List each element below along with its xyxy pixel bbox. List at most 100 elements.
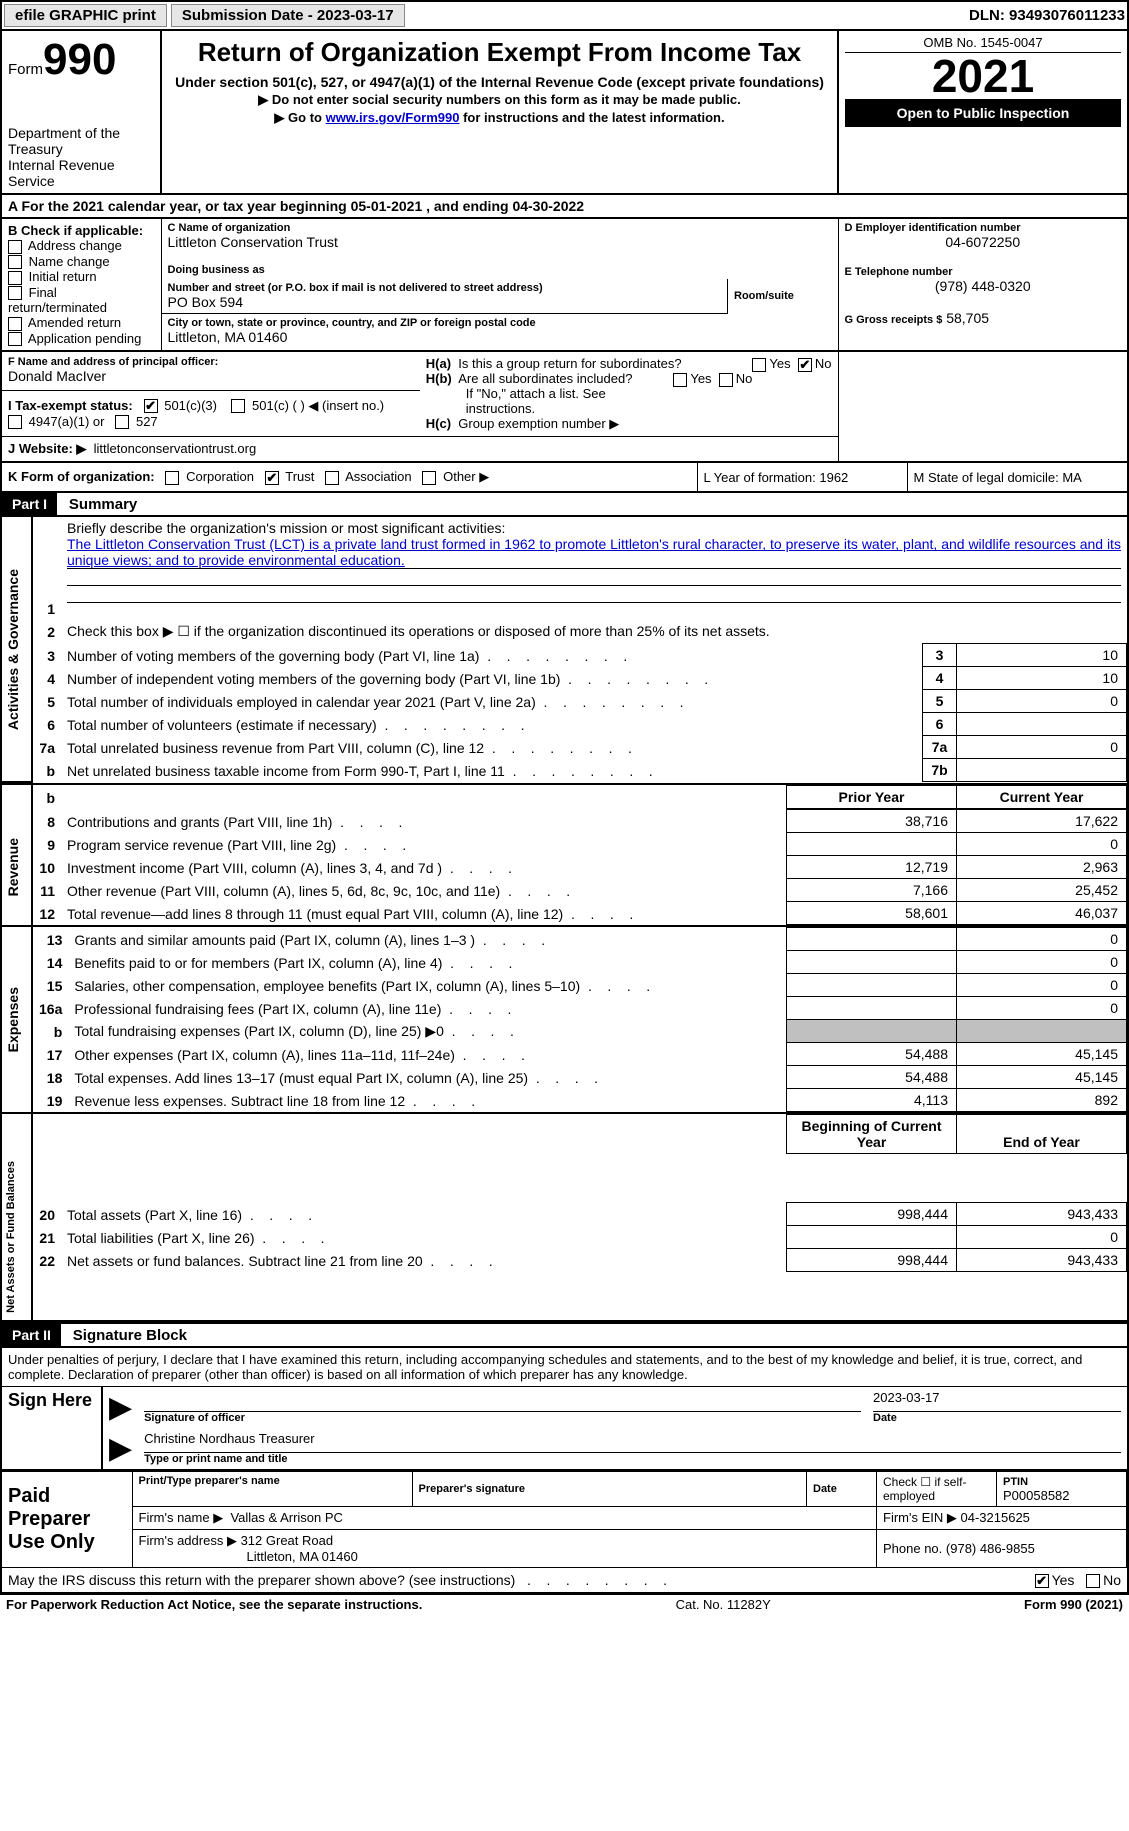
assoc-checkbox[interactable]	[325, 471, 339, 485]
no-label-2: No	[736, 371, 753, 386]
form-word: Form	[8, 61, 43, 78]
colb-checkbox[interactable]	[8, 240, 22, 254]
col-d: D Employer identification number 04-6072…	[838, 218, 1128, 351]
line1-label: Briefly describe the organization's miss…	[67, 520, 505, 536]
discuss-yes-checkbox[interactable]: ✔	[1035, 1574, 1049, 1588]
4947-checkbox[interactable]	[8, 415, 22, 429]
trust-checkbox[interactable]: ✔	[265, 471, 279, 485]
firm-addr-label: Firm's address ▶	[139, 1533, 237, 1548]
city: Littleton, MA 01460	[168, 329, 832, 345]
hdr-prior: Prior Year	[787, 786, 957, 809]
discuss-no: No	[1103, 1572, 1121, 1588]
dots	[519, 1572, 667, 1588]
submission-date: Submission Date - 2023-03-17	[171, 4, 405, 27]
527-checkbox[interactable]	[115, 415, 129, 429]
state-domicile: M State of legal domicile: MA	[907, 463, 1127, 491]
colb-checkbox[interactable]	[8, 317, 22, 331]
dept-treasury: Department of the Treasury	[8, 125, 154, 157]
officer-name: Donald MacIver	[8, 368, 414, 384]
mission-text: The Littleton Conservation Trust (LCT) i…	[67, 536, 1121, 568]
top-bar: efile GRAPHIC print Submission Date - 20…	[0, 0, 1129, 31]
officer-label: F Name and address of principal officer:	[8, 356, 414, 368]
prep-name-label: Print/Type preparer's name	[139, 1475, 406, 1487]
ein: 04-6072250	[845, 234, 1122, 250]
prep-sig-label: Preparer's signature	[419, 1483, 801, 1495]
form-subtitle-2: ▶ Do not enter social security numbers o…	[168, 92, 831, 108]
part2-title: Signature Block	[73, 1327, 187, 1344]
self-employed-check[interactable]: Check ☐ if self-employed	[877, 1472, 997, 1507]
sign-here-label: Sign Here	[2, 1387, 102, 1469]
part1-header: Part I	[2, 493, 57, 515]
form-number: 990	[43, 35, 116, 84]
col-b: B Check if applicable: Address change Na…	[1, 218, 161, 351]
colb-item: Initial return	[29, 269, 97, 284]
prep-date-label: Date	[813, 1483, 870, 1495]
line2: Check this box ▶ ☐ if the organization d…	[61, 620, 1127, 643]
other-checkbox[interactable]	[422, 471, 436, 485]
colb-item: Amended return	[28, 315, 121, 330]
form-ref: Form 990 (2021)	[1024, 1597, 1123, 1612]
form-title: Return of Organization Exempt From Incom…	[168, 37, 831, 68]
firm-ein-label: Firm's EIN ▶	[883, 1510, 957, 1525]
website: littletonconservationtrust.org	[94, 441, 257, 456]
hb-yes-checkbox[interactable]	[673, 373, 687, 387]
col-b-title: B Check if applicable:	[8, 223, 155, 238]
corp-checkbox[interactable]	[165, 471, 179, 485]
room-label: Room/suite	[734, 290, 832, 302]
addr-label: Number and street (or P.O. box if mail i…	[168, 282, 722, 294]
dba-label: Doing business as	[168, 264, 832, 276]
header-mid: Return of Organization Exempt From Incom…	[161, 31, 838, 194]
gross: 58,705	[946, 310, 989, 326]
irs: Internal Revenue Service	[8, 157, 154, 189]
form-table: Form990 Department of the Treasury Inter…	[0, 31, 1129, 1594]
colb-item: Final return/terminated	[8, 285, 107, 316]
opt-527: 527	[136, 414, 158, 429]
colb-checkbox[interactable]	[8, 286, 22, 300]
opt-trust: Trust	[285, 469, 314, 484]
header-right: OMB No. 1545-0047 2021 Open to Public In…	[838, 31, 1128, 194]
ha-no-checkbox[interactable]: ✔	[798, 358, 812, 372]
row-i-label: I Tax-exempt status:	[8, 398, 133, 413]
hdr-beg: Beginning of Current Year	[787, 1115, 957, 1154]
yes-label-2: Yes	[690, 371, 711, 386]
colb-checkbox[interactable]	[8, 332, 22, 346]
org-name: Littleton Conservation Trust	[168, 234, 832, 250]
addr: PO Box 594	[168, 294, 722, 310]
org-name-label: C Name of organization	[168, 222, 832, 234]
year-formation: L Year of formation: 1962	[697, 463, 907, 491]
colb-checkbox[interactable]	[8, 255, 22, 269]
opt-corp: Corporation	[186, 469, 254, 484]
date-label: Date	[873, 1412, 1121, 1424]
col-c: C Name of organization Littleton Conserv…	[161, 218, 838, 351]
h-b-note: If "No," attach a list. See instructions…	[426, 386, 832, 416]
tab-expenses: Expenses	[3, 981, 23, 1058]
footer: For Paperwork Reduction Act Notice, see …	[0, 1594, 1129, 1614]
hb-no-checkbox[interactable]	[719, 373, 733, 387]
tab-revenue: Revenue	[3, 832, 23, 902]
cat-no: Cat. No. 11282Y	[676, 1597, 771, 1612]
hdr-curr: Current Year	[957, 786, 1127, 809]
goto-prefix: ▶ Go to	[274, 110, 325, 125]
h-a: H(a) Is this a group return for subordin…	[426, 356, 832, 371]
501c-checkbox[interactable]	[231, 399, 245, 413]
tax-year: 2021	[845, 53, 1121, 99]
firm-name: Vallas & Arrison PC	[230, 1510, 342, 1525]
header-left: Form990 Department of the Treasury Inter…	[1, 31, 161, 194]
efile-print-button[interactable]: efile GRAPHIC print	[4, 4, 167, 27]
sign-arrow-icon: ▶	[102, 1387, 138, 1428]
colb-checkbox[interactable]	[8, 271, 22, 285]
officer-name-title: Christine Nordhaus Treasurer	[144, 1431, 1121, 1453]
colb-item: Name change	[29, 254, 110, 269]
phone-label: Phone no.	[883, 1541, 942, 1556]
tab-net-assets: Net Assets or Fund Balances	[3, 1155, 19, 1319]
tab-governance: Activities & Governance	[3, 563, 23, 736]
opt-other: Other ▶	[443, 469, 489, 484]
discuss-no-checkbox[interactable]	[1086, 1574, 1100, 1588]
ha-yes-checkbox[interactable]	[752, 358, 766, 372]
form-subtitle-1: Under section 501(c), 527, or 4947(a)(1)…	[168, 74, 831, 90]
sign-arrow-icon-2: ▶	[102, 1428, 138, 1469]
form990-link[interactable]: www.irs.gov/Form990	[326, 110, 460, 125]
perjury-text: Under penalties of perjury, I declare th…	[1, 1347, 1128, 1387]
opt-4947: 4947(a)(1) or	[29, 414, 105, 429]
501c3-checkbox[interactable]: ✔	[144, 399, 158, 413]
